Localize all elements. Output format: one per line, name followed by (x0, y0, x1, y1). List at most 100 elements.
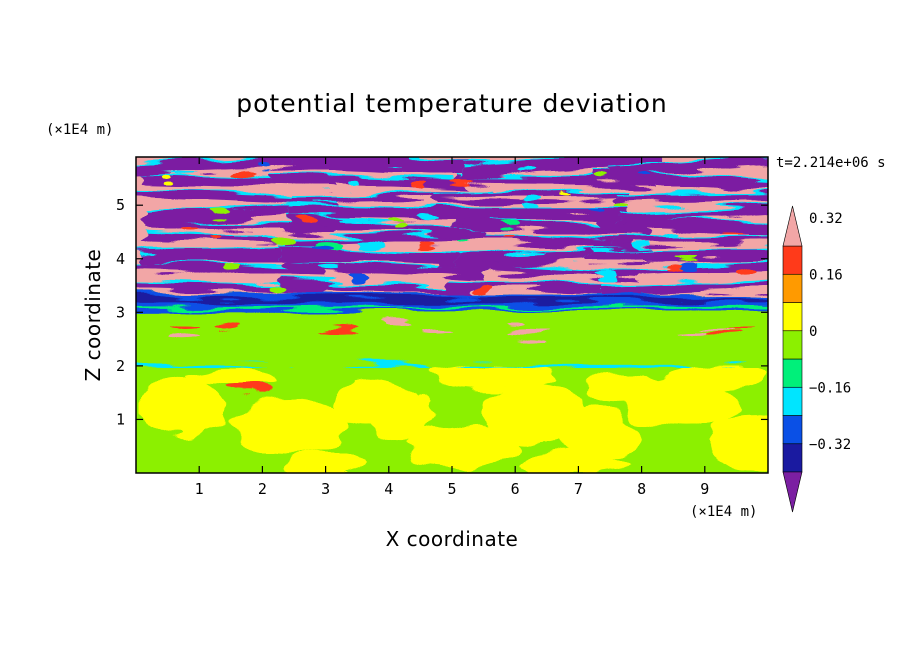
x-tick-label: 8 (637, 480, 646, 498)
colorbar-min-extension (782, 471, 803, 513)
cold-band (294, 157, 491, 175)
eddy (667, 264, 685, 271)
x-tick-label: 7 (574, 480, 583, 498)
middle-warm-spot (419, 330, 455, 336)
eddy (257, 163, 272, 170)
eddy (349, 271, 368, 282)
eddy (208, 207, 229, 216)
eddy (162, 173, 173, 182)
colorbar-max-extension (782, 205, 803, 247)
eddy (349, 177, 362, 187)
colorbar-segment (782, 273, 803, 303)
lower-layer-structures (138, 365, 768, 473)
cold-band (618, 193, 768, 202)
colorbar-label: 0.32 (809, 211, 843, 227)
lower-structure (404, 427, 519, 465)
cold-band (142, 202, 338, 224)
lower-structure (435, 368, 557, 390)
colorbar-segment (782, 443, 803, 473)
cold-band (433, 191, 630, 204)
middle-warm-spot (168, 333, 203, 339)
y-tick-label: 2 (116, 357, 125, 375)
cold-band (288, 260, 485, 279)
y-tick-label: 4 (116, 250, 125, 268)
eddy (560, 193, 571, 198)
cold-band (136, 190, 318, 205)
cold-layer-fill (136, 293, 768, 313)
upper-layer-bands (136, 157, 768, 368)
cold-band (282, 246, 479, 266)
eddy (418, 211, 434, 220)
lower-structure (479, 384, 583, 444)
middle-warm-spot (704, 332, 743, 338)
eddy (311, 245, 334, 252)
lower-structure (227, 398, 349, 452)
eddy (322, 264, 342, 269)
middle-warm-spot (505, 331, 552, 337)
middle-warm-spot (675, 332, 708, 338)
cold-band (441, 259, 638, 280)
lower-structure (182, 366, 279, 387)
cold-band (142, 219, 339, 234)
cold-band (430, 206, 627, 220)
cold-band (281, 282, 478, 295)
eddy (268, 285, 284, 293)
eddy (595, 269, 617, 280)
middle-layer-fill (136, 312, 768, 364)
lower-structure (138, 379, 229, 439)
eddy (358, 241, 386, 248)
y-tick-label: 1 (116, 410, 125, 428)
colorbar-segment (782, 245, 803, 275)
eddy (390, 218, 405, 227)
eddy (276, 235, 302, 246)
cold-band (592, 171, 768, 190)
cold-band (609, 157, 768, 177)
colorbar-segment (782, 330, 803, 360)
y-tick-label: 3 (116, 303, 125, 321)
middle-warm-spot (169, 323, 196, 329)
cold-band (618, 205, 768, 225)
eddy (297, 218, 313, 226)
colorbar-label: 0 (809, 324, 817, 340)
middle-warm-spot (318, 328, 357, 334)
eddy (479, 287, 493, 293)
y-tick-label: 5 (116, 196, 125, 214)
eddy (503, 233, 516, 240)
eddy (181, 226, 202, 232)
chart-title: potential temperature deviation (236, 89, 667, 118)
eddy (674, 255, 702, 261)
warm-patch (234, 383, 279, 396)
lower-structure (581, 371, 658, 404)
y-axis-title: Z coordinate (81, 249, 105, 382)
colorbar-label: 0.16 (809, 267, 843, 283)
eddy (636, 175, 651, 181)
time-label: t=2.214e+06 s (776, 155, 886, 171)
eddy (592, 175, 608, 182)
lower-structure (669, 365, 766, 388)
inversion-line (136, 364, 768, 368)
colorbar-label: −0.16 (809, 380, 851, 396)
cold-band (140, 173, 337, 189)
cold-band (601, 282, 768, 296)
cold-band (441, 231, 638, 249)
x-axis-unit: (×1E4 m) (690, 504, 757, 520)
y-axis-ticks: 1 2 3 4 5 (116, 196, 768, 428)
middle-warm-spot (504, 323, 522, 329)
eddy (522, 164, 535, 171)
plot-area (136, 157, 768, 473)
middle-warm-spot (211, 322, 238, 328)
eddy (219, 263, 240, 271)
colorbar-segment (782, 415, 803, 445)
x-tick-label: 1 (195, 480, 204, 498)
eddy (585, 208, 603, 215)
y-axis-unit: (×1E4 m) (46, 122, 113, 138)
eddy (522, 198, 540, 208)
eddy (662, 231, 679, 238)
lower-structure (707, 414, 768, 468)
eddy (681, 262, 702, 272)
eddy (614, 201, 632, 209)
eddy (211, 236, 221, 243)
lower-structure (372, 398, 437, 441)
cold-layer-edge (136, 305, 768, 309)
cold-layer-core (136, 297, 768, 302)
